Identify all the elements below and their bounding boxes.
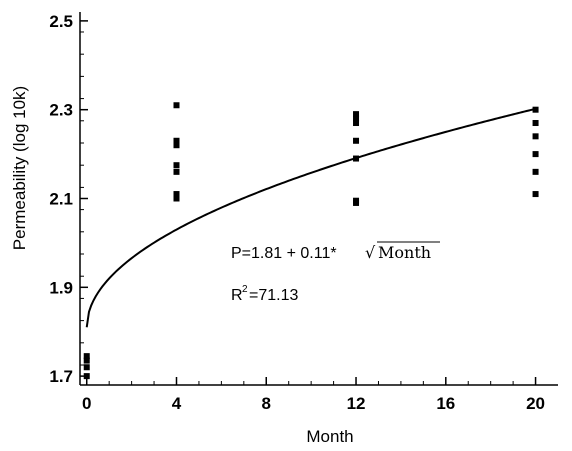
y-tick-label: 2.1 <box>49 190 73 209</box>
data-point <box>173 162 180 169</box>
y-axis-title: Permeability (log 10k) <box>10 86 29 250</box>
data-point <box>532 151 539 158</box>
y-tick-label: 2.5 <box>49 12 73 31</box>
data-point <box>173 191 180 198</box>
data-point <box>353 120 360 127</box>
data-point <box>83 364 90 371</box>
data-point <box>173 168 180 175</box>
y-tick-label: 1.9 <box>49 278 73 297</box>
equation-sqrt-arg: Month <box>378 243 431 262</box>
data-point <box>532 133 539 140</box>
data-point <box>83 357 90 364</box>
data-point <box>173 195 180 202</box>
x-axis-ticks: 0 4 8 12 16 20 <box>82 377 545 413</box>
data-point <box>532 191 539 198</box>
data-point <box>173 137 180 144</box>
x-tick-label: 16 <box>436 394 455 413</box>
equation-prefix: P=1.81 + 0.11* <box>231 245 337 262</box>
r-squared-annotation: R 2 =71.13 <box>231 284 298 304</box>
data-point <box>532 106 539 113</box>
x-tick-label: 0 <box>82 394 91 413</box>
equation-annotation: P=1.81 + 0.11* √ Month <box>231 241 440 262</box>
y-axis-ticks: 1.7 1.9 2.1 2.3 2.5 <box>49 12 88 386</box>
data-point <box>532 168 539 175</box>
data-point <box>353 155 360 162</box>
x-axis-title: Month <box>306 427 353 446</box>
x-tick-label: 20 <box>526 394 545 413</box>
data-point <box>83 373 90 380</box>
data-point <box>532 120 539 127</box>
data-point <box>353 197 360 204</box>
y-tick-label: 2.3 <box>49 101 73 120</box>
x-tick-label: 4 <box>172 394 182 413</box>
fit-curve <box>85 107 536 328</box>
data-point <box>353 111 360 118</box>
axes <box>79 12 558 386</box>
y-tick-label: 1.7 <box>49 367 73 386</box>
x-tick-label: 8 <box>262 394 271 413</box>
data-point <box>83 353 90 360</box>
r2-prefix: R <box>231 287 243 304</box>
x-tick-label: 12 <box>347 394 366 413</box>
r2-superscript: 2 <box>242 284 248 295</box>
data-point <box>173 102 180 109</box>
r2-value: =71.13 <box>249 287 298 304</box>
equation-sqrt-symbol: √ <box>365 243 376 262</box>
data-point <box>353 115 360 122</box>
data-point <box>173 142 180 149</box>
data-point <box>353 137 360 144</box>
data-points <box>83 102 539 380</box>
